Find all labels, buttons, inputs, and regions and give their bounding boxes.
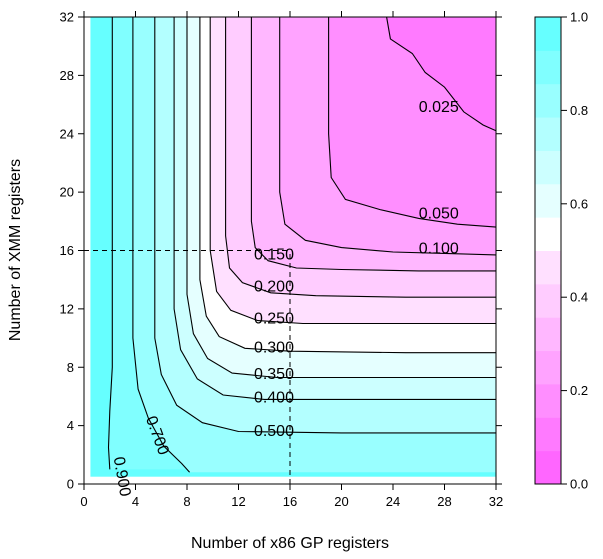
contour-label: 0.500 xyxy=(254,423,294,440)
contour-label: 0.100 xyxy=(419,240,459,257)
colorbar-swatch xyxy=(535,83,561,118)
contour-label: 0.050 xyxy=(419,205,459,222)
y-tick-label: 16 xyxy=(60,243,74,258)
x-tick-label: 16 xyxy=(283,494,297,509)
colorbar-swatch xyxy=(535,283,561,318)
colorbar-tick-label: 0.6 xyxy=(570,196,588,211)
colorbar-swatch xyxy=(535,417,561,452)
colorbar-swatch xyxy=(535,217,561,251)
y-axis: 0 4 8 12 16 20 24 28 32 xyxy=(60,10,84,492)
contour-label: 0.350 xyxy=(254,366,294,383)
contour-label: 0.150 xyxy=(254,246,294,263)
contour-line xyxy=(225,17,496,298)
contour-line xyxy=(199,17,496,354)
contour-lines: 0.025 0.050 0.100 0.150 0.200 0.250 0.300 0.350… xyxy=(107,16,497,498)
contour-line xyxy=(132,17,191,473)
y-tick-label: 20 xyxy=(60,185,74,200)
x-tick-label: 4 xyxy=(132,494,139,509)
x-tick-label: 24 xyxy=(386,494,400,509)
colorbar-swatch xyxy=(535,450,561,485)
contour-line xyxy=(209,17,496,325)
x-tick-label: 12 xyxy=(231,494,245,509)
right-ticks xyxy=(496,16,502,485)
colorbar-swatch xyxy=(535,383,561,418)
contour-line xyxy=(173,17,496,400)
colorbar-swatch xyxy=(535,350,561,385)
y-tick-label: 4 xyxy=(67,418,74,433)
contour-label: 0.300 xyxy=(254,340,294,357)
colorbar-swatch xyxy=(535,17,561,51)
top-ticks xyxy=(83,11,497,17)
x-tick-label: 0 xyxy=(80,494,87,509)
colorbar-swatch xyxy=(535,183,561,218)
x-axis: 0 4 8 12 16 20 24 28 32 xyxy=(80,484,503,509)
x-tick-label: 20 xyxy=(334,494,348,509)
colorbar-swatch xyxy=(535,317,561,352)
y-tick-label: 12 xyxy=(60,301,74,316)
contour-label: 0.200 xyxy=(254,278,294,295)
colorbar-tick-label: 0.8 xyxy=(570,103,588,118)
x-tick-label: 28 xyxy=(437,494,451,509)
contour-line xyxy=(154,17,496,434)
y-tick-label: 32 xyxy=(60,10,74,25)
contour-label: 0.250 xyxy=(254,310,294,327)
fill-region xyxy=(386,17,496,131)
plot-fill-regions xyxy=(84,17,497,484)
x-axis-title: Number of x86 GP registers xyxy=(191,535,389,552)
colorbar-frame xyxy=(534,16,562,485)
colorbar-tick-label: 0.2 xyxy=(570,383,588,398)
contour-line xyxy=(250,17,496,272)
colorbar: 0.0 0.2 0.4 0.6 0.8 1.0 xyxy=(534,10,588,492)
contour-label: 0.400 xyxy=(254,389,294,406)
y-tick-label: 28 xyxy=(60,68,74,83)
contour-line xyxy=(279,17,497,256)
reference-lines xyxy=(84,250,291,484)
y-tick-label: 24 xyxy=(60,126,74,141)
x-tick-label: 32 xyxy=(489,494,503,509)
x-tick-label: 8 xyxy=(183,494,190,509)
colorbar-swatch xyxy=(535,150,561,185)
contour-line xyxy=(328,17,497,228)
y-axis-title: Number of XMM registers xyxy=(7,159,24,341)
contour-label: 0.025 xyxy=(419,99,459,116)
colorbar-tick-label: 0.0 xyxy=(570,477,588,492)
colorbar-tick-label: 0.4 xyxy=(570,290,588,305)
contour-line xyxy=(186,17,496,379)
colorbar-swatch xyxy=(535,117,561,151)
y-tick-label: 8 xyxy=(67,360,74,375)
y-tick-label: 0 xyxy=(67,477,74,492)
colorbar-swatch xyxy=(535,250,561,285)
contour-label: 0.900 xyxy=(110,455,134,497)
colorbar-tick-label: 1.0 xyxy=(570,10,588,25)
contour-line xyxy=(386,16,497,132)
colorbar-swatch xyxy=(535,50,561,85)
